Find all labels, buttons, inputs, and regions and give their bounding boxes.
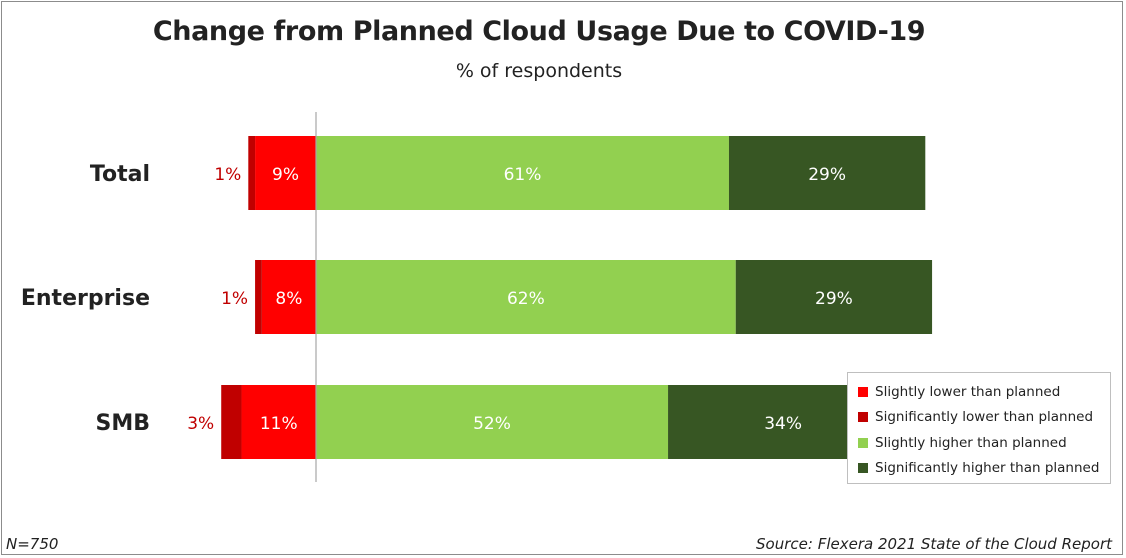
bar-segment <box>261 260 316 334</box>
bar-segment <box>255 260 262 334</box>
data-label: 3% <box>187 414 214 434</box>
bar-segment <box>255 136 316 210</box>
source-note: Source: Flexera 2021 State of the Cloud … <box>756 535 1112 553</box>
legend-label: Slightly lower than planned <box>875 383 1061 400</box>
data-label: 1% <box>221 289 248 309</box>
data-label: 29% <box>815 289 853 309</box>
category-label: Enterprise <box>21 286 150 311</box>
chart-title: Change from Planned Cloud Usage Due to C… <box>152 16 926 47</box>
data-label: 52% <box>473 414 511 434</box>
sample-size-note: N=750 <box>6 535 59 553</box>
category-label: SMB <box>95 411 150 436</box>
data-label: 62% <box>507 289 545 309</box>
category-label: Total <box>90 162 150 187</box>
data-label: 29% <box>808 165 846 185</box>
legend-entry: Slightly lower than planned <box>858 379 1110 405</box>
bar-segment <box>728 136 926 210</box>
legend-swatch <box>858 463 868 474</box>
bar-segment <box>316 260 736 334</box>
chart-legend: Slightly lower than planned Significantl… <box>847 372 1111 484</box>
legend-swatch <box>858 437 868 448</box>
data-label: 1% <box>214 165 241 185</box>
legend-entry: Slightly higher than planned <box>858 430 1110 456</box>
legend-entry: Significantly lower than planned <box>858 405 1110 431</box>
data-label: 11% <box>260 414 298 434</box>
data-label: 8% <box>275 289 302 309</box>
bar-segment <box>248 136 256 210</box>
bar-segment <box>735 260 933 334</box>
legend-label: Slightly higher than planned <box>875 434 1067 451</box>
data-label: 61% <box>504 165 542 185</box>
bar-segment <box>316 385 669 459</box>
legend-label: Significantly higher than planned <box>875 460 1100 477</box>
bar-segment <box>221 385 242 459</box>
data-label: 9% <box>272 165 299 185</box>
bar-segment <box>241 385 316 459</box>
data-label: 34% <box>764 414 802 434</box>
legend-swatch <box>858 386 868 397</box>
legend-label: Significantly lower than planned <box>875 409 1094 426</box>
bar-segment <box>316 136 729 210</box>
chart-subtitle: % of respondents <box>455 60 623 82</box>
legend-swatch <box>858 412 868 423</box>
legend-entry: Significantly higher than planned <box>858 456 1110 482</box>
